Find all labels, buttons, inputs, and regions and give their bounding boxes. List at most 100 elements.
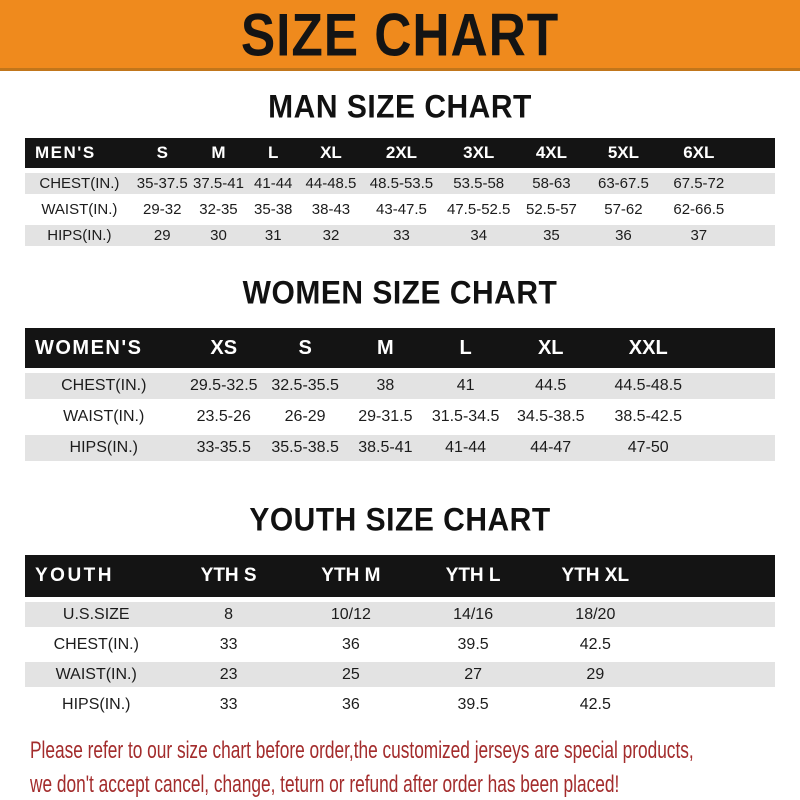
size-col-header: XS	[210, 336, 238, 359]
row-label: CHEST(IN.)	[61, 377, 147, 394]
size-cell: 32-35	[199, 201, 238, 218]
youth-size-section: YOUTH SIZE CHART YOUTH YTH S YTH M YTH L YTH …	[0, 502, 800, 722]
size-col-header: YTH S	[200, 565, 257, 586]
size-col-header: 5XL	[607, 143, 640, 162]
size-cell: 38-43	[311, 201, 351, 218]
size-cell: 43-47.5	[376, 201, 427, 218]
size-cell: 32	[322, 227, 340, 244]
size-cell: 42.5	[579, 695, 611, 713]
spacer-cell	[701, 435, 775, 461]
size-cell: 33-35.5	[196, 439, 251, 456]
size-cell: 48.5-53.5	[369, 175, 434, 192]
notice-line-1: Please refer to our size chart before or…	[30, 737, 694, 764]
size-cell: 52.5-57	[526, 201, 577, 218]
size-cell: 41	[456, 377, 475, 394]
size-cell: 35	[543, 227, 560, 244]
size-cell: 39.5	[457, 695, 489, 713]
spacer-cell	[701, 373, 775, 399]
size-cell: 44-47	[530, 439, 572, 456]
size-cell: 31	[264, 227, 282, 244]
row-label: HIPS(IN.)	[69, 439, 138, 456]
row-label: WAIST(IN.)	[41, 201, 118, 218]
size-cell: 33	[219, 695, 238, 713]
size-cell: 42.5	[579, 635, 611, 653]
size-cell: 29	[586, 665, 605, 683]
size-cell: 62-66.5	[673, 201, 725, 218]
table-title: YOUTH	[35, 565, 114, 586]
size-cell: 14/16	[453, 605, 494, 623]
size-cell: 33	[393, 227, 410, 244]
row-label: WAIST(IN.)	[55, 665, 137, 683]
women-size-section: WOMEN SIZE CHART WOMEN'S XS S M L XL XXL CHEST(I…	[0, 275, 800, 466]
size-col-header: L	[268, 143, 279, 162]
section-heading: YOUTH SIZE CHART	[249, 502, 551, 539]
size-col-header: YTH M	[321, 565, 381, 586]
women-size-table: WOMEN'S XS S M L XL XXL CHEST(IN.) 29.5-32.5 32.5…	[25, 323, 775, 466]
size-col-header: YTH XL	[561, 565, 630, 586]
size-cell: 32.5-35.5	[271, 377, 339, 394]
size-cell: 26-29	[284, 408, 326, 425]
size-cell: 23.5-26	[196, 408, 251, 425]
size-tables: MAN SIZE CHART MEN'S S M L XL 2XL 3XL 4XL 5XL 6XL C…	[0, 71, 800, 722]
row-label: HIPS(IN.)	[62, 695, 131, 713]
table-title: WOMEN'S	[35, 336, 143, 359]
page-title: SIZE CHART	[240, 0, 560, 69]
table-row: CHEST(IN.) 33 36 39.5 42.5	[25, 632, 775, 657]
size-cell: 38	[376, 377, 395, 394]
table-row: CHEST(IN.) 29.5-32.5 32.5-35.5 38 41 44.5 44.5…	[25, 373, 775, 399]
size-col-header: S	[156, 143, 168, 162]
spacer-cell	[656, 632, 775, 657]
size-cell: 10/12	[330, 605, 371, 623]
section-heading: WOMEN SIZE CHART	[242, 275, 558, 312]
size-cell: 35-37.5	[136, 175, 188, 192]
row-label: WAIST(IN.)	[63, 408, 145, 425]
size-cell: 35.5-38.5	[271, 439, 339, 456]
size-cell: 44.5-48.5	[614, 377, 683, 394]
size-cell: 25	[341, 665, 360, 683]
table-row: U.S.SIZE 8 10/12 14/16 18/20	[25, 602, 775, 627]
section-heading: MAN SIZE CHART	[268, 89, 532, 126]
size-cell: 44.5	[535, 377, 567, 394]
size-cell: 31.5-34.5	[431, 408, 500, 425]
table-header-row: MEN'S S M L XL 2XL 3XL 4XL 5XL 6XL	[25, 138, 775, 168]
size-col-header: 2XL	[385, 143, 418, 162]
spacer-cell	[737, 173, 775, 194]
youth-size-table: YOUTH YTH S YTH M YTH L YTH XL U.S.SIZE 8 10/12…	[25, 550, 775, 722]
size-col-header: S	[298, 336, 312, 359]
size-cell: 47.5-52.5	[447, 201, 511, 218]
size-cell: 30	[210, 227, 227, 244]
spacer-cell	[737, 138, 775, 168]
size-cell: 67.5-72	[673, 175, 725, 192]
size-col-header: YTH L	[445, 565, 501, 586]
row-label: U.S.SIZE	[62, 605, 130, 623]
size-cell: 37	[690, 227, 708, 244]
men-size-table: MEN'S S M L XL 2XL 3XL 4XL 5XL 6XL CHEST(IN.) 35-37…	[25, 133, 775, 251]
order-notice: Please refer to our size chart before or…	[30, 736, 800, 800]
row-label: HIPS(IN.)	[47, 227, 112, 244]
notice-line-2: we don't accept cancel, change, teturn o…	[30, 771, 620, 798]
size-cell: 38.5-42.5	[614, 408, 683, 425]
size-col-header: XL	[537, 336, 564, 359]
size-cell: 53.5-58	[453, 175, 505, 192]
table-row: CHEST(IN.) 35-37.5 37.5-41 41-44 44-48.5 48.5…	[25, 173, 775, 194]
spacer-cell	[701, 404, 775, 430]
row-label: CHEST(IN.)	[53, 635, 139, 653]
size-col-header: 4XL	[535, 143, 568, 162]
size-cell: 36	[341, 695, 360, 713]
size-cell: 34	[470, 227, 488, 244]
row-label: CHEST(IN.)	[39, 175, 120, 192]
size-cell: 37.5-41	[193, 175, 244, 192]
size-cell: 23	[219, 665, 238, 683]
size-cell: 29.5-32.5	[189, 377, 258, 394]
table-row: WAIST(IN.) 29-32 32-35 35-38 38-43 43-47.5 47.…	[25, 199, 775, 220]
size-cell: 36	[615, 227, 632, 244]
size-cell: 33	[219, 635, 238, 653]
size-cell: 44-48.5	[305, 175, 357, 192]
size-cell: 39.5	[457, 635, 489, 653]
men-size-section: MAN SIZE CHART MEN'S S M L XL 2XL 3XL 4XL 5XL 6XL C…	[0, 89, 800, 251]
size-col-header: M	[377, 336, 394, 359]
size-cell: 41-44	[254, 175, 293, 192]
size-cell: 63-67.5	[597, 175, 649, 192]
size-cell: 58-63	[532, 175, 571, 192]
size-col-header: L	[459, 336, 472, 359]
